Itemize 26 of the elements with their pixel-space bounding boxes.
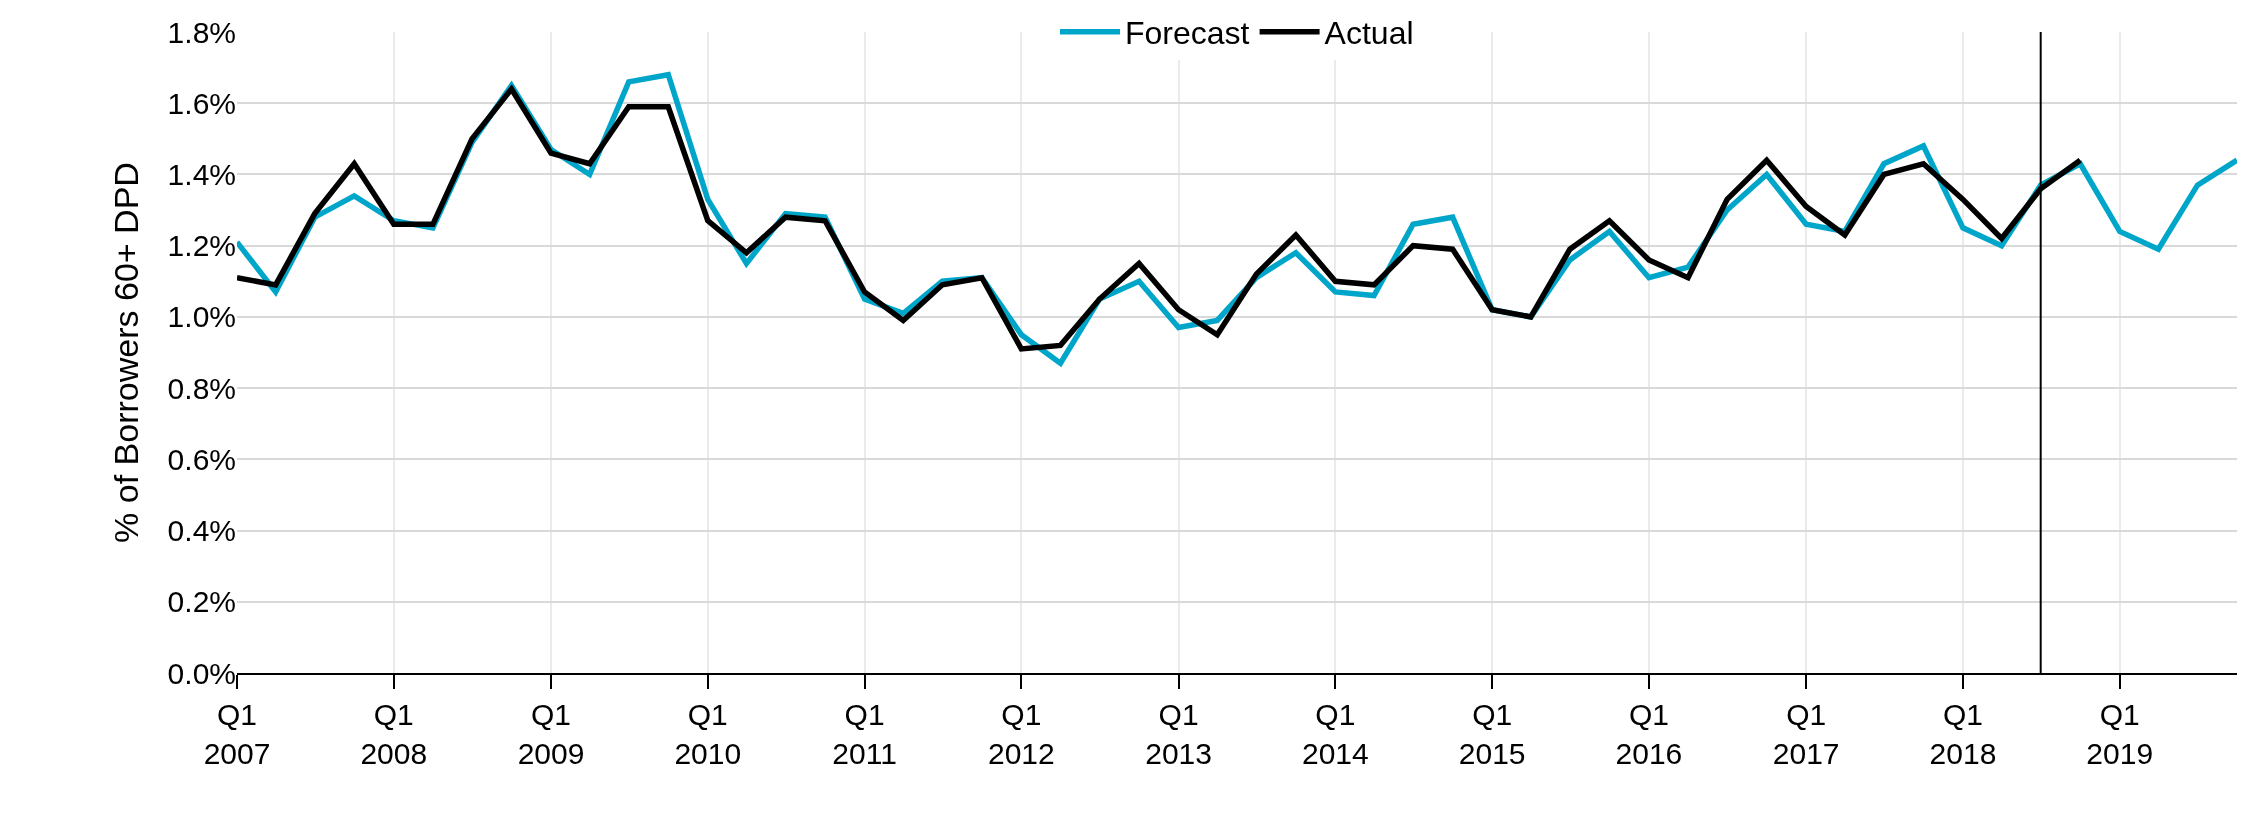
y-tick-label: 1.8%	[167, 15, 236, 49]
x-tick-label: Q1 2018	[1929, 698, 1997, 770]
x-tick-label: Q1 2016	[1615, 698, 1683, 770]
x-tick-label: Q1 2019	[2086, 698, 2154, 770]
x-tick-label: Q1 2012	[987, 698, 1055, 770]
x-tick-label: Q1 2009	[517, 698, 585, 770]
x-tick-label: Q1 2010	[674, 698, 742, 770]
y-tick-label: 1.6%	[167, 86, 236, 120]
legend-label: Forecast	[1125, 15, 1250, 52]
y-tick-label: 0.2%	[167, 585, 236, 619]
y-tick-label: 0.0%	[167, 656, 236, 690]
x-tick-label: Q1 2011	[832, 698, 897, 770]
y-axis-title: % of Borrowers 60+ DPD	[107, 162, 146, 543]
y-tick-label: 0.8%	[167, 371, 236, 405]
y-tick-label: 1.2%	[167, 229, 236, 263]
y-tick-label: 0.4%	[167, 514, 236, 548]
x-tick-label: Q1 2015	[1458, 698, 1526, 770]
x-tick-label: Q1 2014	[1301, 698, 1369, 770]
x-tick-label: Q1 2007	[203, 698, 271, 770]
y-tick-label: 1.4%	[167, 157, 236, 191]
x-tick-label: Q1 2013	[1145, 698, 1212, 770]
y-tick-label: 1.0%	[167, 300, 236, 334]
y-tick-label: 0.6%	[167, 442, 236, 476]
x-tick-label: Q1 2008	[360, 698, 428, 770]
legend-label: Actual	[1324, 15, 1414, 52]
x-tick-label: Q1 2017	[1772, 698, 1840, 770]
